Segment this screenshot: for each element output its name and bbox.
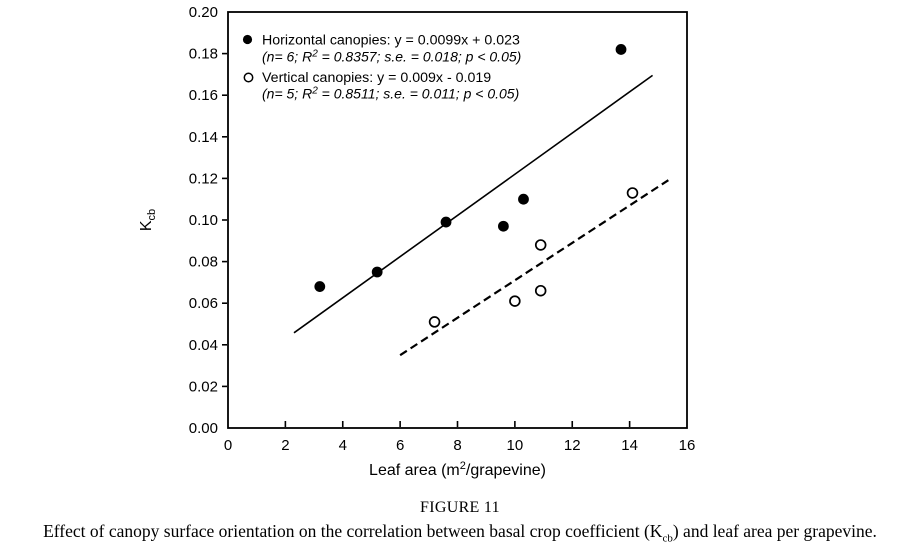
x-tick-label: 0	[224, 437, 232, 454]
x-tick-label: 16	[679, 437, 696, 454]
point-vertical-canopies	[534, 239, 547, 251]
legend: Horizontal canopies: y = 0.0099x + 0.023…	[242, 33, 521, 102]
y-tick-label: 0.16	[189, 87, 218, 104]
legend-filled-circle-icon	[242, 34, 253, 45]
legend-label-vertical-canopies: Vertical canopies: y = 0.009x - 0.019	[262, 70, 491, 86]
point-vertical-canopies	[509, 295, 521, 307]
x-tick-label: 14	[621, 437, 638, 454]
caption-subscript: cb	[662, 532, 673, 545]
trendline-horizontal-canopies	[293, 74, 654, 334]
y-tick-label: 0.14	[189, 129, 218, 146]
x-tick-label: 12	[564, 437, 581, 454]
figure-caption-block: FIGURE 11 Effect of canopy surface orien…	[0, 498, 920, 546]
y-tick-label: 0.12	[189, 170, 218, 187]
y-axis: 0.00 0.02 0.04 0.06 0.08 0.10 0.12 0.14 0.16 0.18…	[189, 4, 227, 437]
y-tick-label: 0.04	[189, 337, 218, 354]
y-tick-label: 0.06	[189, 295, 218, 312]
x-axis: 0 2 4 6 8 10 12 14 16	[224, 421, 696, 454]
y-tick-label: 0.02	[189, 378, 218, 395]
point-horizontal-canopies	[518, 193, 529, 205]
caption-text-pre: Effect of canopy surface orientation on …	[43, 521, 663, 541]
x-tick-label: 8	[453, 437, 461, 454]
point-horizontal-canopies	[498, 220, 509, 232]
figure-caption: Effect of canopy surface orientation on …	[0, 520, 920, 546]
x-axis-title: Leaf area (m2/grapevine)	[369, 460, 546, 479]
point-horizontal-canopies	[440, 216, 452, 228]
plot-frame	[227, 11, 688, 429]
point-vertical-canopies	[534, 284, 547, 297]
y-tick-label: 0.00	[189, 420, 218, 437]
point-horizontal-canopies	[314, 281, 326, 292]
x-tick-label: 10	[507, 437, 524, 454]
point-horizontal-canopies	[615, 44, 627, 55]
caption-text-post: ) and leaf area per grapevine.	[672, 521, 877, 541]
y-tick-label: 0.20	[189, 4, 218, 21]
x-tick-label: 6	[396, 437, 404, 454]
point-vertical-canopies	[428, 316, 441, 328]
y-tick-label: 0.10	[189, 212, 218, 229]
x-tick-label: 2	[281, 437, 289, 454]
y-tick-label: 0.08	[189, 254, 218, 271]
y-axis-title: Kcb	[138, 209, 158, 231]
series-horizontal-canopies	[314, 44, 627, 292]
point-horizontal-canopies	[371, 266, 383, 278]
trendline-vertical-canopies	[399, 179, 669, 357]
figure-label: FIGURE 11	[420, 499, 500, 516]
legend-label-horizontal-canopies: Horizontal canopies: y = 0.0099x + 0.023	[262, 33, 520, 49]
point-vertical-canopies	[626, 187, 639, 199]
legend-open-circle-icon	[243, 72, 254, 83]
series-vertical-canopies	[428, 187, 639, 328]
legend-stats-horizontal-canopies: (n= 6; R2 = 0.8357; s.e. = 0.018; p < 0.…	[262, 49, 521, 65]
scatter-chart: 0 2 4 6 8 10 12 14 16 0.00 0.02 0.04 0.06 0.08 0.10 0.1…	[138, 4, 696, 479]
x-tick-label: 4	[339, 437, 347, 454]
legend-stats-vertical-canopies: (n= 5; R2 = 0.8511; s.e. = 0.011; p < 0.…	[262, 86, 519, 102]
y-tick-label: 0.18	[189, 46, 218, 63]
